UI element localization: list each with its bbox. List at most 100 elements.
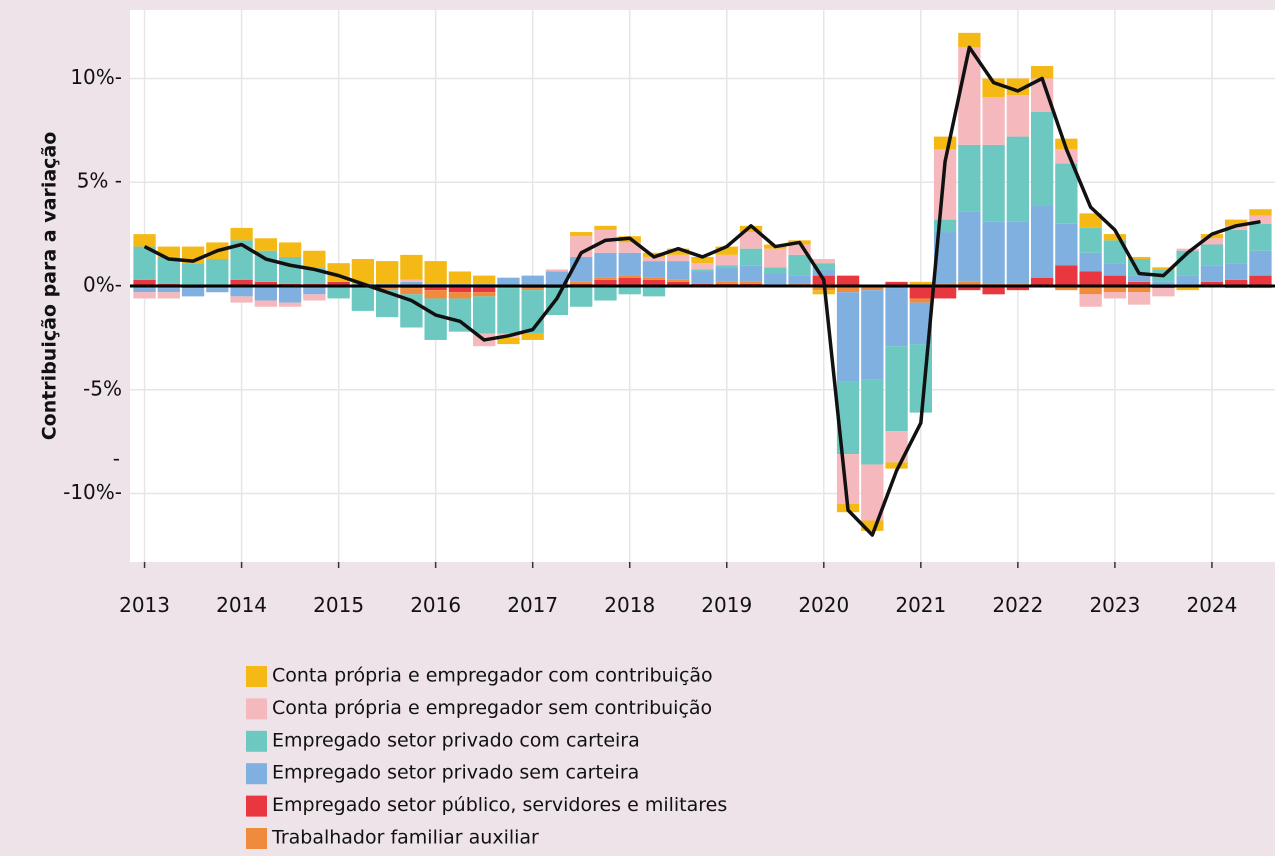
bar-segment <box>933 232 957 284</box>
legend-swatch <box>246 828 267 849</box>
bar-segment <box>812 263 835 270</box>
bar-segment <box>594 225 617 230</box>
bar-segment <box>982 286 1005 295</box>
bar-segment <box>400 254 423 280</box>
bar-segment <box>448 271 472 284</box>
bar-segment <box>206 259 229 286</box>
bar-segment <box>1079 294 1102 307</box>
x-tick-label: 2016 <box>410 593 461 617</box>
bar-segment <box>278 256 302 284</box>
bar-segment <box>836 275 860 286</box>
bar-segment <box>1249 215 1272 224</box>
bar-segment <box>1249 223 1272 251</box>
bar-segment <box>497 288 520 334</box>
bar-segment <box>1006 136 1030 222</box>
bar-segment <box>861 290 884 380</box>
bar-segment <box>885 462 908 469</box>
bar-segment <box>933 136 957 150</box>
bar-segment <box>739 248 763 266</box>
bar-segment <box>303 294 326 301</box>
bar-segment <box>448 286 472 293</box>
bar-segment <box>133 279 156 286</box>
bar-segment <box>764 267 787 274</box>
bar-segment <box>861 464 884 521</box>
bar-segment <box>473 292 496 297</box>
y-tick-label: 0%- <box>83 273 122 297</box>
bar-segment <box>1055 265 1078 286</box>
bar-segment <box>1200 265 1224 282</box>
bar-segment <box>861 286 884 291</box>
bar-segment <box>254 286 278 301</box>
bar-segment <box>812 269 835 276</box>
bar-segment <box>1249 250 1272 276</box>
bar-segment <box>230 279 253 286</box>
bar-segment <box>1152 281 1175 286</box>
bar-segment <box>958 281 981 286</box>
bar-segment <box>885 288 908 347</box>
bar-segment <box>1127 256 1151 260</box>
bar-segment <box>667 261 690 280</box>
bar-segment <box>1103 286 1127 293</box>
bar-segment <box>1249 275 1272 286</box>
bar-segment <box>545 271 569 286</box>
bar-segment <box>982 97 1005 145</box>
bar-segment <box>667 254 690 262</box>
bar-segment <box>691 269 714 272</box>
y-axis-label: Contribuição para a variação <box>39 132 61 441</box>
bar-segment <box>1176 275 1199 286</box>
bar-segment <box>157 292 180 299</box>
bar-segment <box>739 225 763 233</box>
bar-segment <box>157 288 180 293</box>
x-tick-label: 2021 <box>895 593 946 617</box>
bar-segment <box>642 256 666 262</box>
bar-segment <box>642 261 666 278</box>
bar-segment <box>1152 288 1175 297</box>
bar-segment <box>157 256 180 284</box>
bar-segment <box>400 279 423 282</box>
bar-segment <box>351 259 375 284</box>
bar-segment <box>473 286 496 293</box>
bar-segment <box>303 288 326 295</box>
bar-segment <box>1127 275 1151 282</box>
bar-segment <box>230 240 253 280</box>
bar-segment <box>1225 263 1248 280</box>
bar-segment <box>1079 252 1102 272</box>
legend-swatch <box>246 795 267 817</box>
y-tick-label: -5% <box>83 376 122 400</box>
bar-segment <box>618 286 641 295</box>
bar-segment <box>133 288 156 293</box>
bar-segment <box>594 277 617 280</box>
bar-segment <box>278 302 302 307</box>
bar-segment <box>400 281 423 286</box>
bar-segment <box>1103 275 1127 286</box>
bar-segment <box>1127 292 1151 305</box>
bar-segment <box>570 286 593 307</box>
x-tick-label: 2018 <box>604 593 655 617</box>
bar-segment <box>1176 286 1199 291</box>
bar-segment <box>788 275 811 284</box>
bar-segment <box>642 279 666 286</box>
bar-segment <box>1200 244 1224 266</box>
bar-segment <box>1079 213 1102 228</box>
bar-segment <box>278 242 302 257</box>
bar-segment <box>1055 163 1078 224</box>
bar-segment <box>885 346 908 432</box>
bar-segment <box>1200 238 1224 245</box>
bar-segment <box>788 254 811 276</box>
bar-segment <box>982 221 1005 284</box>
bar-segment <box>1030 277 1054 286</box>
bar-segment <box>1030 66 1054 79</box>
annotation: - <box>113 447 120 471</box>
bar-segment <box>594 279 617 286</box>
legend-swatch <box>246 698 267 720</box>
bar-segment <box>594 286 617 301</box>
bar-segment <box>836 381 860 455</box>
bar-segment <box>909 281 932 286</box>
bar-segment <box>157 246 180 257</box>
bar-segment <box>812 259 835 264</box>
bar-segment <box>1055 223 1078 266</box>
bar-segment <box>861 379 884 465</box>
legend-label: Trabalhador familiar auxiliar <box>271 827 539 849</box>
bar-segment <box>1006 78 1030 96</box>
